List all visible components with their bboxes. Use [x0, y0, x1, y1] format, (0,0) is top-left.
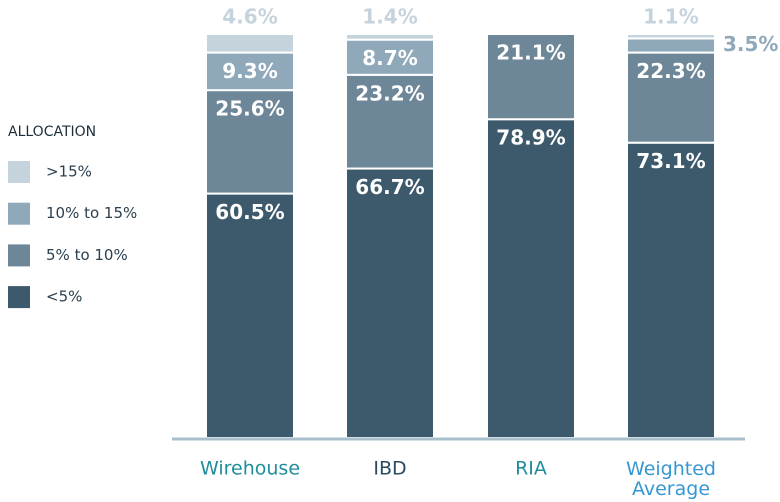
data-label: 9.3% — [222, 59, 277, 83]
legend-swatch — [8, 202, 30, 225]
x-tick-label: IBD — [373, 458, 406, 480]
data-label: 4.6% — [222, 5, 277, 29]
data-label: 21.1% — [496, 41, 565, 65]
legend-label: 10% to 15% — [46, 204, 137, 222]
bar-segment — [626, 141, 716, 439]
bar-segment — [486, 33, 576, 121]
data-label: 78.9% — [496, 126, 565, 150]
data-label: 60.5% — [215, 200, 284, 224]
bar-segment — [205, 192, 295, 439]
legend-label: >15% — [46, 163, 92, 181]
data-label: 3.5% — [723, 32, 778, 56]
bar-segment — [205, 33, 295, 54]
x-tick-label: Weighted Average — [626, 458, 716, 500]
data-label: 23.2% — [355, 81, 424, 105]
data-label: 8.7% — [362, 46, 417, 70]
legend-swatch — [8, 286, 30, 309]
bar-segment — [345, 33, 435, 41]
data-label: 25.6% — [215, 97, 284, 121]
legend-label: <5% — [46, 288, 82, 306]
data-label: 66.7% — [355, 175, 424, 199]
legend-title: ALLOCATION — [8, 124, 96, 140]
bar-segment — [626, 51, 716, 144]
bar-segment — [345, 38, 435, 76]
legend-swatch — [8, 161, 30, 183]
data-label: 22.3% — [636, 59, 705, 83]
x-tick-label: Wirehouse — [200, 458, 300, 480]
bar-segment — [205, 51, 295, 92]
data-label: 1.4% — [362, 5, 417, 29]
bar-segment — [486, 118, 576, 440]
bar-segment — [345, 167, 435, 439]
data-label: 73.1% — [636, 149, 705, 173]
bar-segment — [626, 33, 716, 40]
legend-label: 5% to 10% — [46, 246, 128, 264]
legend-swatch — [8, 244, 30, 267]
bar-segment — [626, 37, 716, 54]
data-label: 1.1% — [643, 5, 698, 29]
bar-segment — [205, 89, 295, 195]
x-tick-label: RIA — [515, 458, 547, 480]
